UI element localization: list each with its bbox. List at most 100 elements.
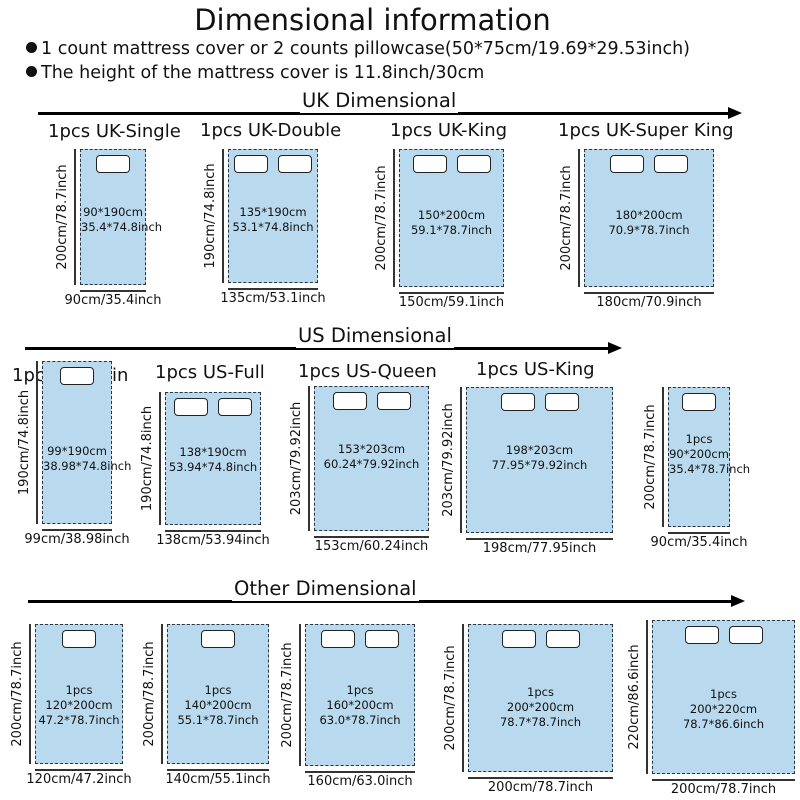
width-dimension-line [668,532,730,534]
bed-size-name: 1pcs UK-Single [48,121,181,142]
note-cover-height: The height of the mattress cover is 11.8… [26,62,484,84]
bed-size-name: 1pcs US-King [476,359,595,380]
mattress-cover-diagram: 1pcs 90*200cm 35.4*78.7inch [668,387,751,527]
pillow-row [315,392,428,410]
bed-size-label: 153*203cm 60.24*79.92inch [323,442,420,471]
width-dimension-label: 140cm/55.1inch [165,772,271,787]
pillow-icon [201,630,235,648]
height-dimension-label: 200cm/78.7inch [443,645,458,751]
height-dimension-line [578,149,580,287]
height-dimension-line [36,361,38,524]
pillow-icon [500,393,535,411]
pillow-icon [545,630,580,648]
height-dimension-label: 200cm/78.7inch [55,164,70,270]
height-dimension-label: 190cm/74.8inch [17,389,32,496]
width-dimension-label: 138cm/53.94inch [156,533,270,548]
bullet-dot-icon [26,42,37,53]
pillow-row [81,155,145,173]
mattress-cover-diagram: 1pcs 200*200cm 78.7*78.7inch [468,624,613,772]
pillow-icon [544,393,579,411]
height-dimension-line [393,149,395,287]
height-dimension-line [462,624,464,772]
bed-size-label: 1pcs 160*200cm 63.0*78.7inch [319,683,401,727]
height-dimension-line [460,387,462,533]
section-title-uk: UK Dimensional [300,89,459,113]
bullet-dot-icon [26,66,37,77]
bed-size-label: 1pcs 90*200cm 35.4*78.7inch [669,432,751,476]
height-dimension-label: 200cm/78.7inch [142,641,157,747]
pillow-icon [654,155,688,173]
pillow-row [400,155,503,173]
width-dimension-label: 153cm/60.24inch [314,539,429,554]
bed-size-label: 138*190cm 53.94*74.8inch [168,445,258,474]
pillow-row [469,630,612,648]
width-dimension-line [35,769,123,771]
height-dimension-line [74,149,76,285]
height-dimension-line [222,149,224,283]
height-dimension-label: 200cm/78.7inch [643,404,658,510]
pillow-icon [278,155,312,173]
width-dimension-line [42,529,112,531]
bed-size-label: 1pcs 140*200cm 55.1*78.7inch [177,683,259,727]
mattress-cover-diagram: 1pcs 140*200cm 55.1*78.7inch [167,624,269,764]
section-arrow-us [25,342,622,354]
width-dimension-label: 90cm/35.4inch [650,535,748,550]
height-dimension-line [159,392,161,525]
height-dimension-label: 190cm/74.8inch [140,405,155,512]
height-dimension-label: 200cm/78.7inch [280,642,295,748]
pillow-icon [376,392,411,410]
bed-size-label: 99*190cm 38.98*74.8inch [43,444,132,473]
mattress-cover-diagram: 198*203cm 77.95*79.92inch [466,387,613,533]
pillow-row [467,393,612,411]
pillow-icon [684,626,719,644]
page-title: Dimensional information [194,3,551,37]
width-dimension-line [466,538,613,540]
height-dimension-label: 200cm/78.7inch [559,165,574,271]
pillow-icon [321,630,355,648]
width-dimension-line [468,777,613,779]
bed-size-label: 1pcs 200*200cm 78.7*78.7inch [499,685,582,729]
height-dimension-line [308,386,310,531]
height-dimension-label: 200cm/78.7inch [10,641,25,747]
mattress-cover-diagram: 135*190cm 53.1*74.8inch [228,149,318,283]
pillow-icon [218,398,252,416]
pillow-icon [332,392,367,410]
pillow-icon [682,393,716,411]
height-dimension-line [29,624,31,764]
height-dimension-line [299,624,301,766]
height-dimension-line [646,620,648,774]
width-dimension-label: 135cm/53.1inch [220,291,326,306]
height-dimension-line [161,624,163,764]
bed-size-label: 180*200cm 70.9*78.7inch [608,208,690,237]
pillow-row [168,630,268,648]
height-dimension-label: 203cm/79.92inch [441,403,456,517]
pillow-icon [174,398,208,416]
bed-size-name: 1pcs UK-Double [200,120,342,141]
width-dimension-label: 90cm/35.4inch [64,293,162,308]
mattress-cover-diagram: 1pcs 200*220cm 78.7*86.6inch [652,620,795,774]
bed-size-name: 1pcs UK-King [390,120,508,141]
bed-size-label: 150*200cm 59.1*78.7inch [410,208,493,237]
mattress-cover-diagram: 180*200cm 70.9*78.7inch [584,149,714,287]
mattress-cover-diagram: 90*190cm 35.4*74.8inch [80,149,162,285]
width-dimension-label: 160cm/63.0inch [307,774,413,789]
section-title-other: Other Dimensional [232,577,419,601]
pillow-icon [728,626,763,644]
bed-size-name: 1pcs US-Full [155,362,265,383]
width-dimension-line [305,771,415,773]
section-arrow-other [28,595,745,607]
bed-size-name: 1pcs US-Queen [298,361,437,382]
mattress-cover-diagram: 1pcs 160*200cm 63.0*78.7inch [305,624,415,766]
pillow-icon [62,630,96,648]
width-dimension-line [652,779,795,781]
width-dimension-line [584,292,714,294]
width-dimension-label: 200cm/78.7inch [487,780,594,795]
note-text: The height of the mattress cover is 11.8… [41,63,485,83]
height-dimension-label: 200cm/78.7inch [374,165,389,271]
height-dimension-label: 220cm/86.6inch [627,644,642,750]
bed-size-label: 135*190cm 53.1*74.8inch [232,205,314,234]
mattress-cover-diagram: 150*200cm 59.1*78.7inch [399,149,504,287]
width-dimension-label: 99cm/38.98inch [24,532,130,547]
height-dimension-label: 203cm/79.92inch [289,401,304,516]
width-dimension-label: 150cm/59.1inch [398,295,505,310]
